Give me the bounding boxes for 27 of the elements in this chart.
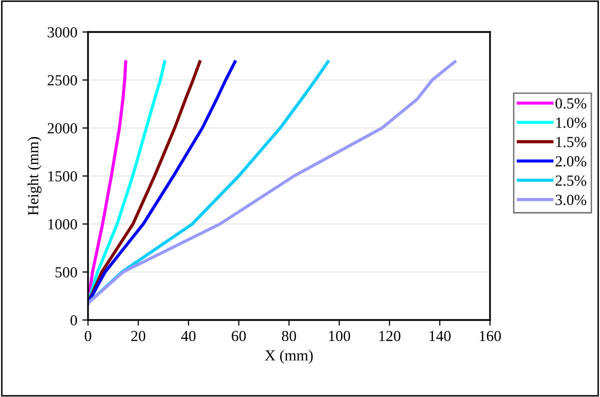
y-tick-label: 2000 bbox=[48, 123, 77, 134]
line-series bbox=[88, 60, 456, 305]
legend-label: 1.0% bbox=[556, 118, 586, 128]
legend-label: 1.5% bbox=[556, 136, 586, 148]
x-tick-label: 20 bbox=[131, 330, 146, 342]
legend-label: 3.0% bbox=[556, 194, 586, 206]
y-tick-label: 1000 bbox=[48, 219, 77, 230]
line-series bbox=[88, 60, 128, 305]
x-axis-title: X (mm) bbox=[264, 350, 313, 364]
y-tick-label: 3000 bbox=[48, 27, 77, 38]
x-tick-label: 120 bbox=[379, 330, 400, 342]
x-tick-label: 160 bbox=[480, 330, 501, 342]
x-tick-label: 100 bbox=[329, 330, 350, 342]
y-tick-label: 0 bbox=[70, 315, 77, 326]
line-series bbox=[88, 60, 166, 305]
x-tick-label: 40 bbox=[181, 330, 196, 342]
x-tick-label: 140 bbox=[430, 330, 451, 342]
y-tick-label: 500 bbox=[56, 267, 77, 278]
x-tick-label: 0 bbox=[84, 330, 92, 342]
x-tick-label: 80 bbox=[282, 330, 296, 342]
y-tick-label: 2500 bbox=[48, 75, 77, 86]
legend-label: 2.0% bbox=[556, 156, 586, 167]
y-axis-title: Height (mm) bbox=[28, 137, 42, 216]
x-tick-label: 60 bbox=[232, 330, 246, 342]
y-tick-label: 1500 bbox=[48, 171, 77, 182]
legend-label: 2.5% bbox=[556, 175, 586, 186]
legend-label: 0.5% bbox=[556, 98, 586, 109]
